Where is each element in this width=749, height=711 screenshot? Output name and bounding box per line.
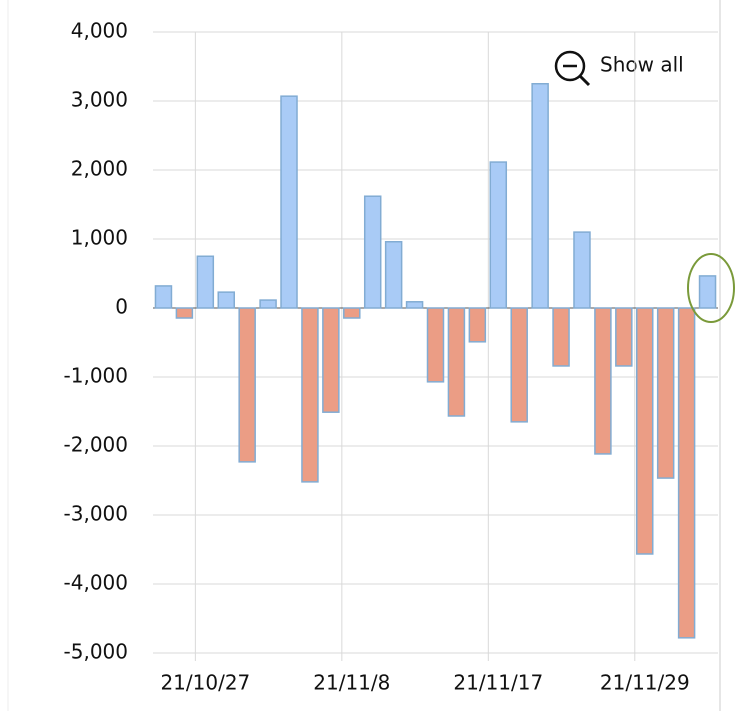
bar (615, 307, 633, 367)
bar (343, 307, 361, 319)
x-tick-label: 21/11/8 (313, 671, 390, 695)
y-tick-label: 4,000 (71, 19, 128, 43)
y-tick-label: 2,000 (71, 157, 128, 181)
bar (573, 231, 591, 309)
bar (698, 275, 717, 309)
bar (154, 285, 173, 309)
bar (552, 307, 570, 367)
y-tick-label: -1,000 (64, 364, 128, 388)
y-tick-label: 3,000 (71, 88, 128, 112)
bar (238, 307, 256, 463)
x-tick-label: 21/11/29 (600, 671, 690, 695)
bar (656, 307, 675, 479)
bar (301, 307, 319, 483)
y-tick-label: 1,000 (71, 226, 128, 250)
bar (510, 307, 528, 423)
bar (594, 307, 612, 455)
zoom-icon-handle (578, 74, 591, 87)
y-tick-label: -3,000 (64, 502, 128, 526)
x-tick-label: 21/10/27 (160, 671, 250, 695)
y-tick-label: -5,000 (64, 640, 128, 664)
bar (405, 301, 424, 309)
bar (447, 307, 466, 417)
bar (322, 307, 340, 413)
bar (217, 291, 235, 309)
bar (468, 307, 487, 343)
bar (384, 241, 403, 309)
bar (363, 195, 382, 309)
show-all-button[interactable]: Show all (554, 50, 684, 87)
bar (280, 95, 298, 309)
y-tick-label: -4,000 (64, 571, 128, 595)
zoom-icon (554, 50, 586, 82)
highlight-ring (687, 253, 735, 323)
bar (489, 161, 508, 309)
y-tick-label: 0 (115, 295, 128, 319)
y-tick-label: -2,000 (64, 433, 128, 457)
bar (677, 307, 696, 639)
bar (636, 307, 654, 555)
bar (175, 307, 194, 319)
bar (196, 255, 215, 309)
x-tick-label: 21/11/17 (453, 671, 543, 695)
bar (259, 299, 277, 309)
bar (426, 307, 445, 383)
bar (531, 83, 549, 309)
show-all-label[interactable]: Show all (600, 53, 684, 77)
